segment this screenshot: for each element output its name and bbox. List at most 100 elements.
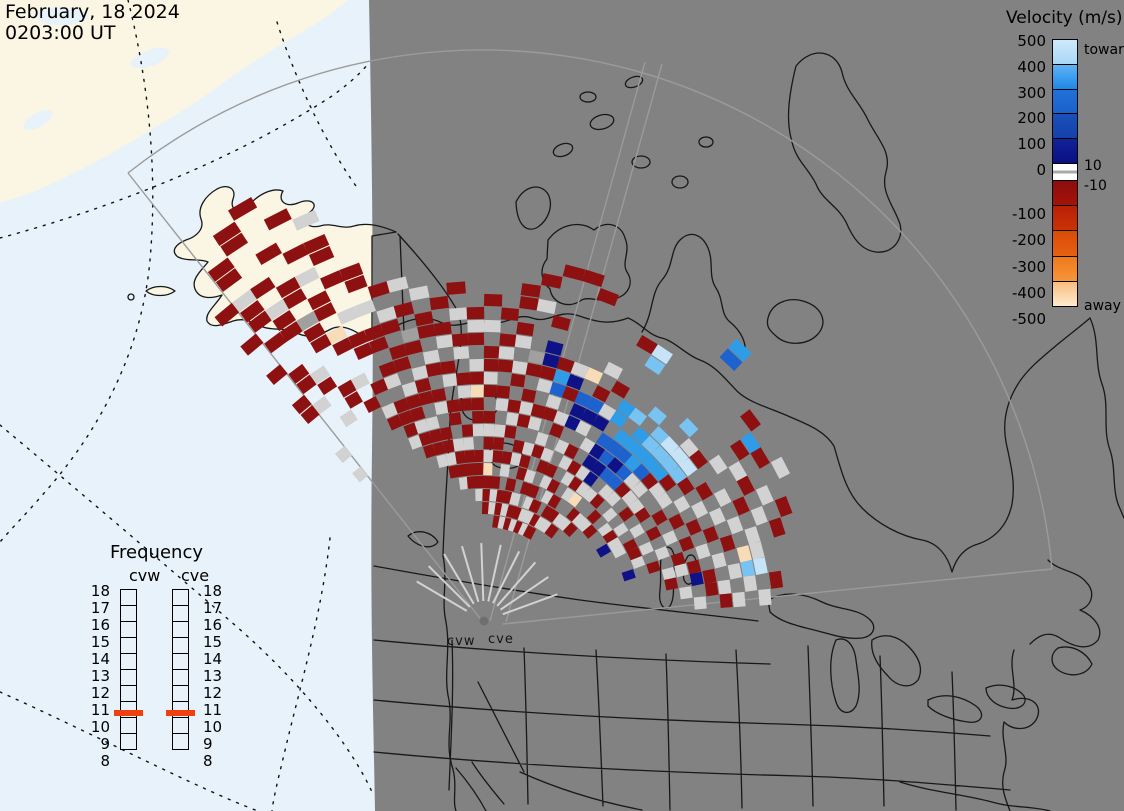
frequency-bar-segment <box>120 621 137 638</box>
colorbar-tick: 100 <box>1017 135 1046 154</box>
radar-data-cell <box>560 471 575 487</box>
colorbar-tick: 200 <box>1017 109 1046 128</box>
radar-data-cell <box>768 570 784 589</box>
beam-spoke <box>492 550 521 604</box>
state-borders <box>373 639 1051 811</box>
radar-data-cell <box>605 439 623 457</box>
radar-data-cell <box>598 484 614 500</box>
radar-data-cell <box>448 465 460 479</box>
radar-data-cell <box>353 342 374 361</box>
radar-data-cell <box>320 270 345 290</box>
radar-data-cell <box>518 401 534 416</box>
radar-data-cell <box>660 455 679 474</box>
radar-data-cell <box>490 476 501 489</box>
radar-data-cell <box>551 315 571 331</box>
radar-data-cell <box>546 478 561 494</box>
radar-data-cell <box>522 524 537 540</box>
frequency-scale-tick: 9 <box>100 735 110 753</box>
radar-data-cell <box>352 466 369 483</box>
beam-spoke <box>499 576 549 611</box>
radar-data-cell <box>774 496 793 518</box>
radar-data-cell <box>214 302 240 327</box>
radar-data-cell <box>750 506 768 526</box>
radar-data-cell <box>726 515 744 535</box>
radar-data-cell <box>644 355 666 375</box>
radar-data-cell <box>621 569 636 582</box>
radar-data-cell <box>678 536 695 552</box>
radar-data-cell <box>492 450 503 463</box>
radar-data-cell <box>544 463 558 478</box>
radar-data-cell <box>471 397 484 411</box>
radar-data-cell <box>631 481 648 498</box>
radar-data-cell <box>615 446 633 465</box>
nova-scotia <box>1051 646 1093 676</box>
beam-spoke <box>480 543 485 602</box>
radar-data-cell <box>679 586 693 600</box>
beam-spoke <box>461 545 480 603</box>
radar-data-cell <box>586 396 605 414</box>
beam-spoke <box>487 544 502 602</box>
radar-data-cell <box>228 196 258 221</box>
radar-data-cell <box>266 364 288 385</box>
radar-data-cell <box>664 577 679 591</box>
radar-data-cell <box>615 464 633 482</box>
coast-east-us <box>1002 649 1040 811</box>
radar-data-cell <box>483 345 500 359</box>
lake-michigan <box>830 638 860 713</box>
radar-data-cell <box>646 560 661 574</box>
radar-data-cell <box>264 331 287 354</box>
radar-data-cell <box>685 518 702 536</box>
radar-data-cell <box>470 371 484 385</box>
colorbar-tick: -300 <box>1011 257 1046 276</box>
boothia-peninsula <box>641 233 746 357</box>
radar-data-cell <box>650 464 669 482</box>
colorbar-tick: 0 <box>1036 161 1046 179</box>
radar-data-cell <box>693 596 707 610</box>
radar-data-cell <box>636 335 658 355</box>
radar-data-cell <box>309 365 331 385</box>
radar-data-cell <box>483 423 495 437</box>
radar-data-cell <box>616 399 636 418</box>
radar-data-cell <box>541 406 558 422</box>
radar-data-cell <box>728 461 748 482</box>
radar-data-cell <box>660 436 680 455</box>
radar-data-cell <box>422 349 441 365</box>
radar-data-cell <box>755 484 774 506</box>
radar-data-cell <box>740 560 756 578</box>
radar-data-cell <box>523 469 536 484</box>
radar-data-cell <box>651 509 668 526</box>
radar-data-cell <box>695 543 711 560</box>
radar-data-cell <box>339 262 364 282</box>
radar-data-cell <box>367 281 390 299</box>
radar-data-cell <box>207 257 235 282</box>
lake-superior <box>767 593 875 640</box>
radar-data-cell <box>505 412 519 426</box>
frequency-bar-segment <box>172 637 189 654</box>
radar-data-cell <box>498 346 515 360</box>
radar-data-cell <box>326 325 348 345</box>
radar-data-cell <box>613 522 629 537</box>
colorbar-tick: 300 <box>1017 83 1046 102</box>
radar-data-cell <box>463 437 475 450</box>
radar-data-cell <box>588 443 606 460</box>
frequency-scale-tick: 18 <box>90 582 110 600</box>
radar-data-cell <box>300 405 320 425</box>
radar-data-cell <box>540 447 554 463</box>
frequency-scale-tick: 9 <box>203 735 213 753</box>
radar-data-cell <box>528 513 543 529</box>
radar-data-cell <box>581 454 598 471</box>
radar-data-cell <box>414 311 434 327</box>
radar-data-cell <box>470 384 485 398</box>
radar-data-cell <box>332 337 354 356</box>
radar-data-cell <box>493 424 506 438</box>
radar-data-cell <box>422 443 437 459</box>
frequency-scale-tick: 15 <box>203 633 223 651</box>
radar-data-cell <box>627 547 642 561</box>
radar-data-cell <box>689 449 708 470</box>
radar-data-cell <box>231 289 258 313</box>
radar-data-cell <box>570 361 590 379</box>
radar-beam-spokes <box>416 543 558 616</box>
radar-data-cell <box>596 288 619 307</box>
